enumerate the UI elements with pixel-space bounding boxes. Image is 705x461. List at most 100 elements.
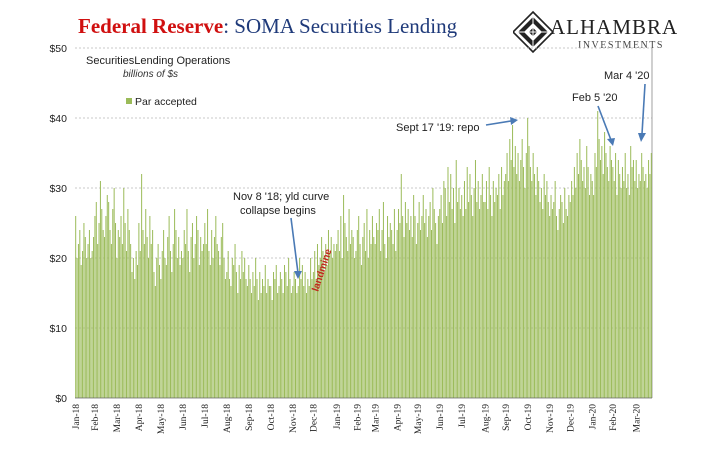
bar xyxy=(631,167,633,398)
bar xyxy=(209,265,211,398)
bar xyxy=(420,230,422,398)
bar xyxy=(237,293,239,398)
bar xyxy=(150,244,152,398)
bar xyxy=(608,181,610,398)
bar xyxy=(202,244,204,398)
bar-series xyxy=(75,111,652,398)
bar xyxy=(263,286,265,398)
bar xyxy=(104,237,106,398)
bar xyxy=(134,279,136,398)
bar xyxy=(90,258,92,398)
bar xyxy=(83,223,85,398)
bar xyxy=(560,195,562,398)
bar xyxy=(273,272,275,398)
bar xyxy=(351,230,353,398)
legend: SecuritiesLending Operations billions of… xyxy=(86,55,231,108)
bar xyxy=(417,223,419,398)
bar xyxy=(399,223,401,398)
bar xyxy=(117,230,119,398)
bar xyxy=(495,188,497,398)
bar xyxy=(128,230,130,398)
bar xyxy=(152,230,154,398)
bar xyxy=(536,167,538,398)
bar xyxy=(602,174,604,398)
bar xyxy=(282,293,284,398)
bar xyxy=(605,153,607,398)
bar xyxy=(271,300,273,398)
x-tick-label: Feb-18 xyxy=(91,404,101,431)
bar xyxy=(626,188,628,398)
bar xyxy=(323,272,325,398)
bar xyxy=(459,209,461,398)
bar xyxy=(597,111,599,398)
title-separator: : xyxy=(223,14,230,38)
bar xyxy=(216,244,218,398)
bar xyxy=(349,244,351,398)
bar xyxy=(538,181,540,398)
bar xyxy=(314,251,316,398)
logo-subtitle: INVESTMENTS xyxy=(578,40,664,51)
bar xyxy=(518,181,520,398)
bar xyxy=(507,181,509,398)
bar xyxy=(80,265,82,398)
alhambra-logo-icon xyxy=(513,10,555,54)
x-tick-label: Oct-19 xyxy=(524,404,534,431)
bar xyxy=(99,181,101,398)
bar xyxy=(293,272,295,398)
bar xyxy=(426,237,428,398)
x-tick-label: Jan-18 xyxy=(72,404,82,430)
bar xyxy=(558,209,560,398)
bar xyxy=(599,160,601,398)
y-axis: $0 $10 $20 $30 $40 $50 xyxy=(49,43,67,405)
title-rest: SOMA Securities Lending xyxy=(229,14,458,38)
bar xyxy=(340,216,342,398)
bar xyxy=(315,279,317,398)
bar xyxy=(145,209,147,398)
bar xyxy=(389,223,391,398)
bar xyxy=(437,216,439,398)
bar xyxy=(327,230,329,398)
bar xyxy=(619,174,621,398)
x-tick-label: Jun-18 xyxy=(179,404,189,430)
bar xyxy=(142,230,144,398)
bar xyxy=(354,258,356,398)
arrowhead-repo xyxy=(510,117,518,125)
bar xyxy=(554,181,556,398)
bar xyxy=(249,279,251,398)
bar xyxy=(215,216,217,398)
bar xyxy=(436,244,438,398)
bar xyxy=(307,279,309,398)
bar xyxy=(501,167,503,398)
bar xyxy=(628,195,630,398)
bar xyxy=(121,244,123,398)
x-tick-label: Sep-19 xyxy=(502,404,512,431)
legend-swatch xyxy=(126,98,132,104)
bar xyxy=(499,209,501,398)
bar xyxy=(588,195,590,398)
bar xyxy=(378,209,380,398)
bar xyxy=(248,265,250,398)
bar xyxy=(124,223,126,398)
bar xyxy=(146,237,148,398)
bar xyxy=(487,209,489,398)
bar xyxy=(149,216,151,398)
bar xyxy=(528,146,530,398)
bar xyxy=(403,237,405,398)
bar xyxy=(171,272,173,398)
bar xyxy=(169,251,171,398)
bar xyxy=(164,258,166,398)
bar xyxy=(76,258,78,398)
bar xyxy=(238,265,240,398)
bar xyxy=(479,209,481,398)
bar xyxy=(517,153,519,398)
bar xyxy=(433,209,435,398)
bar xyxy=(274,279,276,398)
bar xyxy=(222,223,224,398)
bar xyxy=(319,258,321,398)
bar xyxy=(253,286,255,398)
bar xyxy=(635,160,637,398)
bar xyxy=(193,258,195,398)
bar xyxy=(371,216,373,398)
bar xyxy=(244,258,246,398)
bar xyxy=(586,146,588,398)
